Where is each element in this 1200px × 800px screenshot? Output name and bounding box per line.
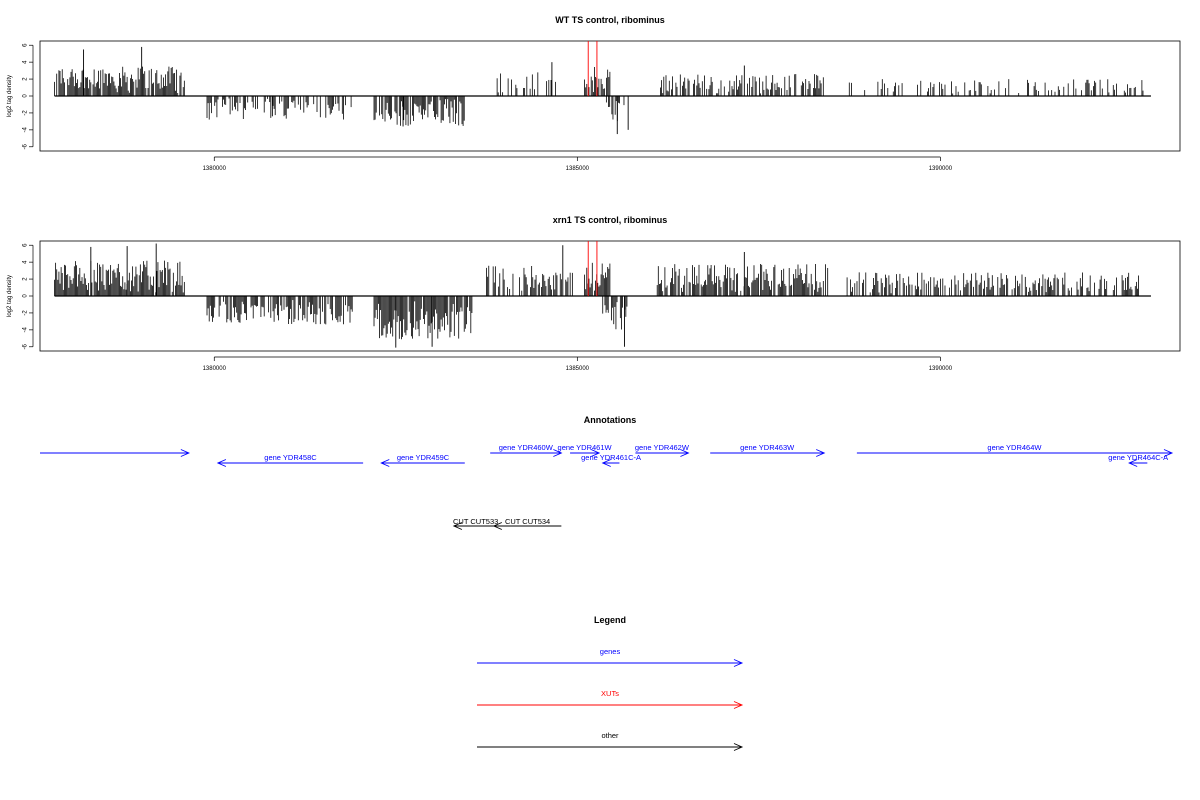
gene-label: gene YDR464C-A — [1108, 453, 1168, 462]
xrn1-density-panel: xrn1 TS control, ribominus log2 tag dens… — [7, 215, 1181, 372]
gene-arrow — [710, 449, 826, 457]
wt-panel-title: WT TS control, ribominus — [555, 15, 665, 25]
legend-arrow — [477, 659, 744, 667]
other-arrows: CUT CUT533 CUT CUT534 — [452, 517, 562, 530]
gene-arrow — [635, 449, 690, 457]
xrn1-y-axis-label: log2 tag density — [7, 275, 13, 317]
xrn1-y-ticks: -6 -4 -2 0 2 4 6 — [23, 243, 34, 349]
legend-label: other — [601, 731, 619, 740]
wt-x-ticks: 1380000 1385000 1390000 — [203, 156, 953, 172]
y-tick-label: 6 — [23, 243, 29, 247]
gene-arrow — [380, 459, 465, 467]
arrow-head — [216, 459, 227, 467]
legend-items: genes XUTs other — [477, 647, 744, 751]
y-tick-label: -2 — [23, 110, 29, 116]
legend: Legend genes XUTs other — [477, 615, 744, 751]
y-tick-label: 0 — [23, 294, 29, 298]
arrow-head — [380, 459, 390, 467]
gene-arrows: gene YDR458C gene YDR459C gene YDR460W gene… — [40, 443, 1174, 467]
arrow-head — [1163, 449, 1174, 457]
arrow-head — [553, 449, 563, 457]
y-tick-label: -4 — [23, 327, 29, 333]
xrn1-plot-frame — [39, 240, 1181, 352]
wt-plot-frame — [39, 40, 1181, 152]
arrow-head — [733, 743, 744, 751]
annotations-track: Annotations gene YDR458C gene YDR459Cgene… — [40, 415, 1174, 530]
wt-y-ticks: -6 -4 -2 0 2 4 6 — [23, 43, 34, 149]
arrow-head — [1128, 459, 1138, 467]
gene-label: gene YDR460W — [499, 443, 554, 452]
gene-label: gene YDR461C-A — [581, 453, 641, 462]
wt-density-bars — [54, 41, 1151, 135]
arrow-head — [492, 522, 503, 530]
gene-arrow — [490, 449, 563, 457]
legend-arrow — [477, 743, 744, 751]
y-tick-label: -2 — [23, 310, 29, 316]
arrow-head — [452, 522, 463, 530]
y-tick-label: 2 — [23, 277, 29, 281]
xrn1-density-bars — [54, 241, 1151, 348]
y-tick-label: -6 — [23, 343, 29, 349]
gene-label: gene YDR459C — [397, 453, 450, 462]
gene-arrow — [856, 449, 1174, 457]
x-tick-label: 1385000 — [566, 366, 590, 372]
x-tick-label: 1390000 — [929, 166, 953, 172]
x-tick-label: 1390000 — [929, 366, 953, 372]
legend-label: XUTs — [601, 689, 619, 698]
arrow-head — [601, 459, 611, 467]
x-tick-label: 1380000 — [203, 366, 227, 372]
gene-label: gene YDR464W — [987, 443, 1042, 452]
y-tick-label: 2 — [23, 77, 29, 81]
y-tick-label: -6 — [23, 143, 29, 149]
xrn1-panel-title: xrn1 TS control, ribominus — [553, 215, 668, 225]
arrow-head — [590, 449, 601, 457]
x-tick-label: 1380000 — [203, 166, 227, 172]
y-tick-label: 0 — [23, 94, 29, 98]
gene-label: gene YDR462W — [635, 443, 690, 452]
gene-arrow — [1128, 459, 1148, 467]
y-tick-label: 4 — [23, 260, 29, 264]
y-tick-label: -4 — [23, 127, 29, 133]
arrow-head — [180, 449, 190, 457]
wt-density-panel: WT TS control, ribominus log2 tag densit… — [7, 15, 1181, 172]
gene-label: gene YDR463W — [740, 443, 795, 452]
gene-label: gene YDR458C — [264, 453, 317, 462]
wt-y-axis-label: log2 tag density — [7, 75, 13, 117]
arrow-head — [733, 659, 744, 667]
other-label: CUT CUT533 — [453, 517, 498, 526]
y-tick-label: 4 — [23, 60, 29, 64]
arrow-head — [680, 449, 690, 457]
other-label: CUT CUT534 — [505, 517, 550, 526]
y-tick-label: 6 — [23, 43, 29, 47]
legend-arrow — [477, 701, 744, 709]
arrow-head — [733, 701, 744, 709]
other-arrow — [492, 522, 562, 530]
gene-arrow — [40, 449, 190, 457]
x-tick-label: 1385000 — [566, 166, 590, 172]
legend-title: Legend — [594, 615, 626, 625]
arrow-head — [816, 449, 826, 457]
gene-arrow — [601, 459, 620, 467]
gene-arrow — [216, 459, 364, 467]
gene-arrow — [570, 449, 601, 457]
other-arrow — [452, 522, 498, 530]
xrn1-x-ticks: 1380000 1385000 1390000 — [203, 356, 953, 372]
legend-label: genes — [600, 647, 621, 656]
annotations-title: Annotations — [584, 415, 637, 425]
gene-label: gene YDR461W — [558, 443, 613, 452]
